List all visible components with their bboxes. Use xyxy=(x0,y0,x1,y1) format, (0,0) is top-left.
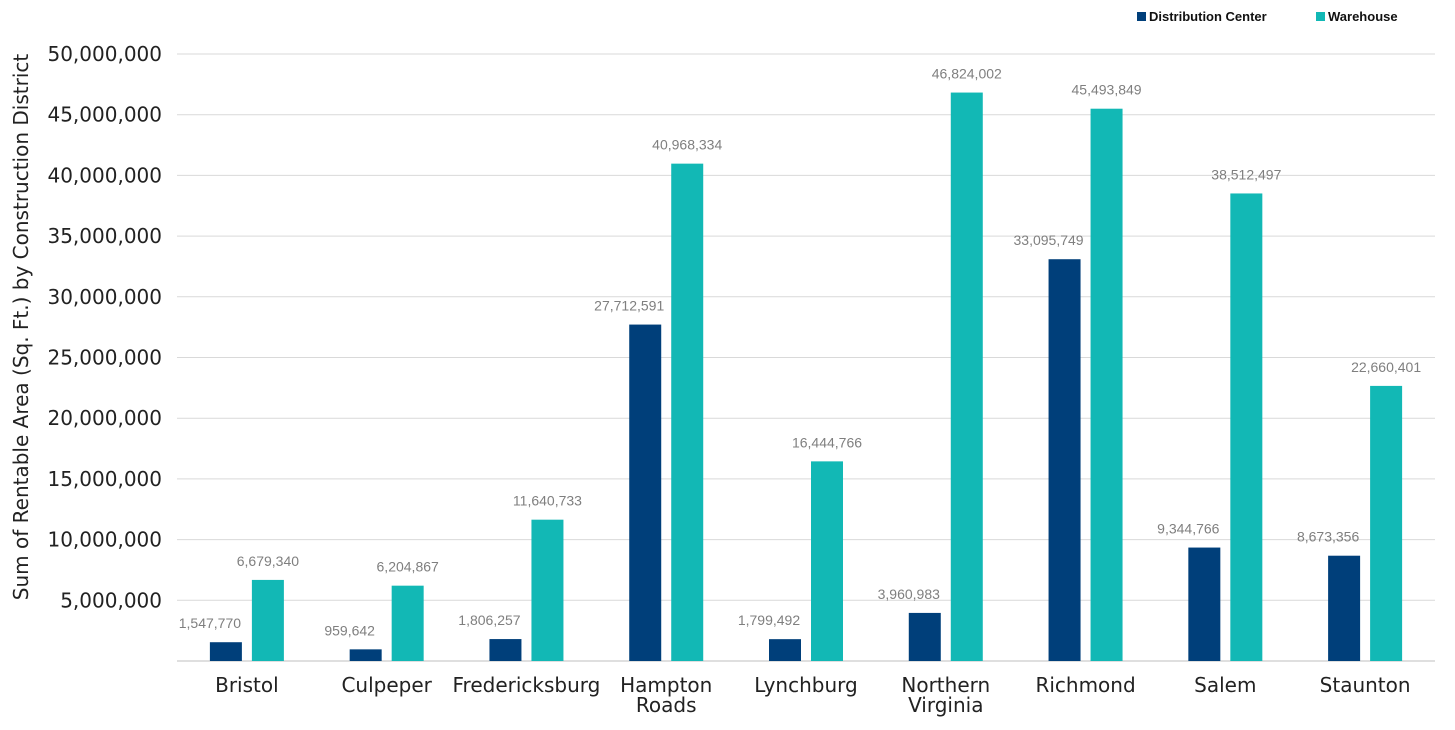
x-category-label: Salem xyxy=(1194,673,1256,697)
bar-distribution-center xyxy=(1048,259,1081,661)
x-category-label: Hampton xyxy=(620,673,712,697)
data-labels: 1,547,770 6,679,340 959,642 6,204,867 1,806,… xyxy=(179,66,1422,639)
bar-warehouse xyxy=(671,163,704,662)
data-label: 8,673,356 xyxy=(1297,529,1359,545)
bar-warehouse xyxy=(1090,108,1123,662)
y-axis-ticks: 5,000,000 10,000,000 15,000,000 20,000,000 2… xyxy=(47,42,162,612)
legend: Distribution Center Warehouse xyxy=(1137,9,1398,24)
y-tick-label: 20,000,000 xyxy=(47,406,162,430)
data-label: 22,660,401 xyxy=(1351,359,1421,375)
y-tick-label: 50,000,000 xyxy=(47,42,162,66)
x-category-label: Staunton xyxy=(1320,673,1411,697)
data-label: 46,824,002 xyxy=(932,66,1002,82)
data-label: 45,493,849 xyxy=(1072,82,1142,98)
bar-distribution-center xyxy=(908,612,941,661)
data-label: 3,960,983 xyxy=(878,586,940,602)
bar-distribution-center xyxy=(629,324,662,661)
bar-distribution-center xyxy=(1188,547,1221,661)
bar-warehouse xyxy=(1230,193,1263,661)
bar-warehouse xyxy=(531,519,564,661)
x-category-label: Lynchburg xyxy=(754,673,857,697)
bar-distribution-center xyxy=(1328,555,1361,661)
y-tick-label: 10,000,000 xyxy=(47,528,162,552)
data-label: 6,679,340 xyxy=(237,553,299,569)
bar-distribution-center xyxy=(349,649,382,661)
bar-distribution-center xyxy=(489,639,522,661)
y-tick-label: 25,000,000 xyxy=(47,346,162,370)
bar-warehouse xyxy=(811,461,843,661)
legend-label: Distribution Center xyxy=(1149,9,1267,24)
bar-warehouse xyxy=(391,585,424,661)
legend-swatch xyxy=(1316,12,1325,21)
y-tick-label: 5,000,000 xyxy=(60,588,162,612)
x-category-label: Bristol xyxy=(215,673,279,697)
bar-distribution-center xyxy=(769,639,801,661)
x-axis-categories: Bristol Culpeper Fredericksburg HamptonRoad… xyxy=(215,673,1410,717)
bars xyxy=(209,92,1403,662)
data-label: 11,640,733 xyxy=(513,493,582,509)
y-tick-label: 15,000,000 xyxy=(47,467,162,491)
data-label: 27,712,591 xyxy=(594,298,664,314)
data-label: 1,806,257 xyxy=(458,612,520,628)
y-tick-label: 40,000,000 xyxy=(47,163,162,187)
data-label: 959,642 xyxy=(324,622,375,638)
data-label: 1,799,492 xyxy=(738,612,800,628)
data-label: 16,444,766 xyxy=(792,434,862,450)
data-label: 33,095,749 xyxy=(1014,232,1084,248)
x-category-label: Richmond xyxy=(1035,673,1135,697)
x-category-label: Fredericksburg xyxy=(453,673,601,697)
y-tick-label: 35,000,000 xyxy=(47,224,162,248)
data-label: 38,512,497 xyxy=(1211,166,1281,182)
bar-warehouse xyxy=(251,579,284,661)
bar-distribution-center xyxy=(209,642,242,661)
legend-label: Warehouse xyxy=(1328,9,1398,24)
x-category-label: Roads xyxy=(636,693,697,717)
data-label: 6,204,867 xyxy=(377,559,439,575)
x-category-label: Virginia xyxy=(908,693,983,717)
y-tick-label: 45,000,000 xyxy=(47,103,162,127)
data-label: 9,344,766 xyxy=(1157,521,1219,537)
x-category-label: Northern xyxy=(901,673,990,697)
data-label: 40,968,334 xyxy=(652,137,722,153)
x-category-label: Culpeper xyxy=(341,673,432,697)
y-axis-title: Sum of Rentable Area (Sq. Ft.) by Constr… xyxy=(9,54,33,601)
bar-warehouse xyxy=(1370,385,1403,661)
bar-warehouse xyxy=(950,92,983,661)
y-tick-label: 30,000,000 xyxy=(47,285,162,309)
legend-swatch xyxy=(1137,12,1146,21)
data-label: 1,547,770 xyxy=(179,615,241,631)
gridlines xyxy=(177,53,1435,662)
